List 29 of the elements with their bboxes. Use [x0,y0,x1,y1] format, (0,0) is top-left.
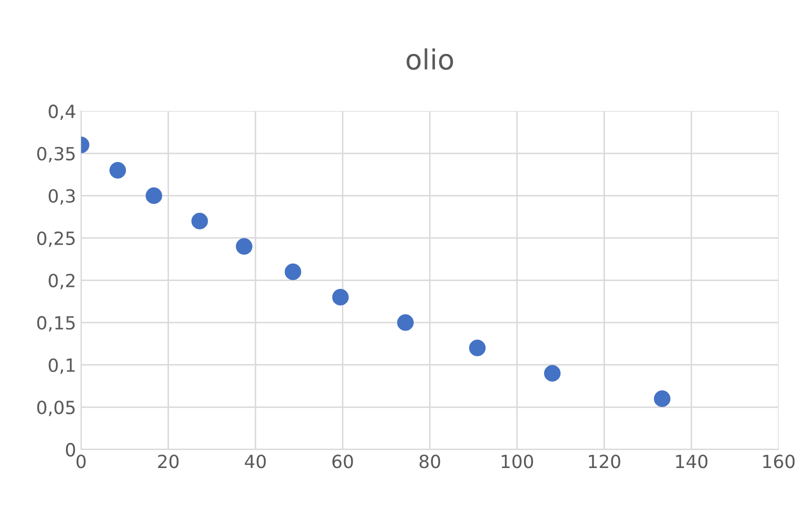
point [332,288,349,306]
y-tick-label: 0,1 [48,358,75,374]
point [284,264,302,280]
y-tick-label: 0,25 [37,231,75,247]
y-tick-label: 0 [66,442,76,457]
point [236,238,252,255]
y-tick-label: 0,4 [48,104,76,120]
x-tick-label: 120 [588,454,620,468]
y-tick-label: 0,05 [37,400,75,416]
x-tick-label: 0 [76,454,86,468]
chart-title: olio [406,48,454,70]
x-tick-label: 160 [763,454,795,468]
x-tick-label: 140 [676,454,708,468]
y-tick-label: 0,35 [37,146,75,162]
point [654,390,670,407]
y-tick-label: 0,2 [48,274,74,290]
x-tick-label: 20 [158,454,179,468]
y-tick-label: 0,15 [37,316,75,332]
point [146,187,162,204]
point [397,314,414,331]
x-tick-label: 40 [244,454,266,468]
x-tick-label: 100 [502,454,534,468]
x-tick-label: 80 [420,454,440,468]
x-tick-label: 60 [332,454,353,468]
point [109,162,126,179]
point [191,212,208,230]
point [469,340,486,356]
point [544,365,561,382]
y-tick-label: 0,3 [48,189,75,205]
